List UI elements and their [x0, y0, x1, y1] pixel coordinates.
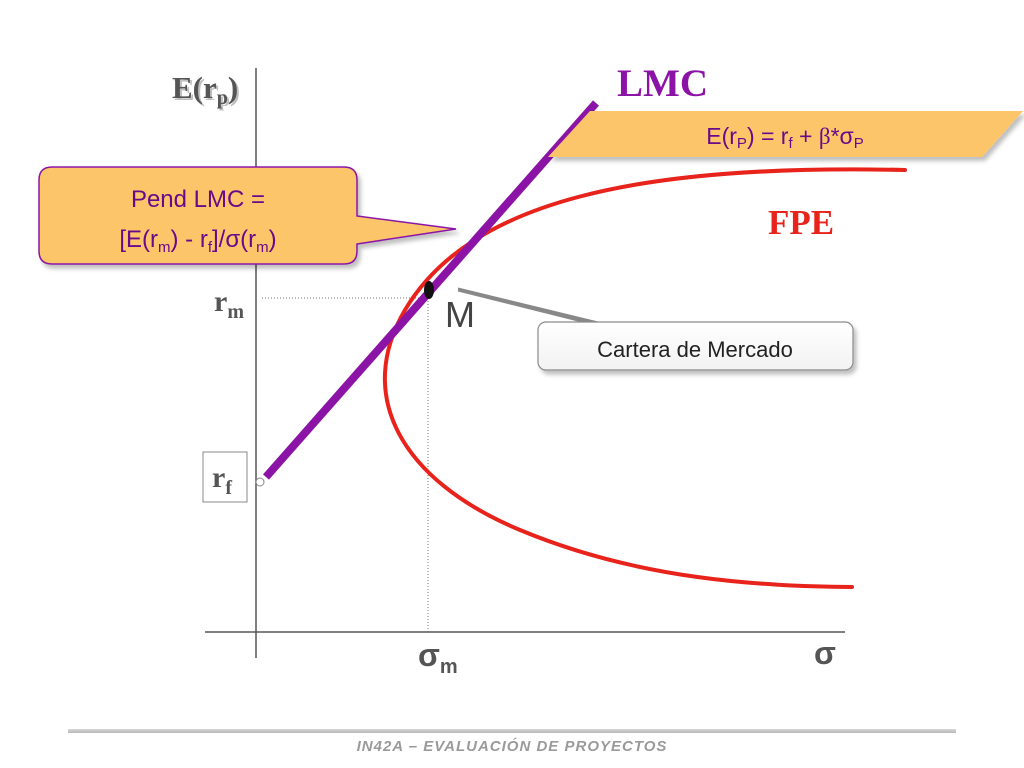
market-portfolio-label: Cartera de Mercado — [597, 337, 793, 362]
lmc-equation-text: E(rP) = rf + β*σP — [706, 123, 863, 152]
y-axis-label: E(rp) — [174, 72, 240, 111]
rf-marker — [255, 477, 265, 487]
lmc-label: LMC — [617, 62, 708, 105]
rm-label: rm — [214, 285, 244, 323]
market-portfolio-callout — [537, 321, 854, 371]
x-axis-label: σ — [814, 635, 836, 671]
market-portfolio-point — [424, 281, 434, 299]
rf-label-box — [202, 451, 248, 503]
footer-divider — [68, 729, 956, 733]
lmc-equation-callout — [548, 111, 1023, 157]
slope-callout — [38, 166, 457, 265]
y-axis-label-text: E(rp) — [172, 70, 238, 109]
market-callout-pointer — [457, 287, 599, 324]
fpe-curve — [382, 167, 907, 589]
fpe-label: FPE — [768, 203, 834, 242]
slope-callout-line1: Pend LMC = — [131, 186, 265, 213]
market-point-label: M — [445, 294, 475, 335]
sigma-m-label: σm — [418, 637, 458, 678]
rf-label: rf — [212, 461, 232, 499]
slope-callout-line2: [E(rm) - rf]/σ(rm) — [119, 226, 276, 256]
footer-title: IN42A – EVALUACIÓN DE PROYECTOS — [356, 738, 668, 755]
